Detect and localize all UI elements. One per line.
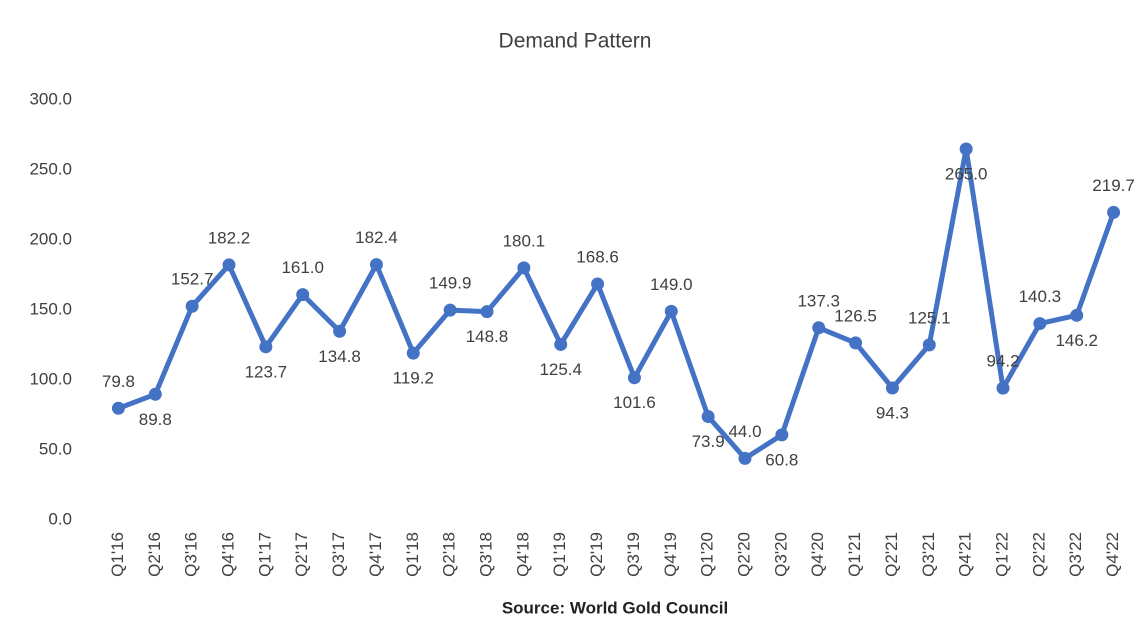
data-point (296, 288, 310, 302)
x-tick-label: Q3'22 (1066, 532, 1085, 577)
data-label: 265.0 (945, 164, 988, 183)
x-tick-label: Q4'20 (808, 532, 827, 577)
data-label: 152.7 (171, 270, 214, 289)
data-point (259, 340, 273, 354)
x-tick-label: Q1'19 (550, 532, 569, 577)
y-tick-label: 50.0 (39, 439, 72, 458)
data-label: 73.9 (692, 432, 725, 451)
x-tick-label: Q1'16 (108, 532, 127, 577)
data-label: 44.0 (728, 422, 761, 441)
data-point (812, 321, 826, 335)
data-point (554, 337, 568, 351)
data-label: 79.8 (102, 372, 135, 391)
data-label: 140.3 (1019, 287, 1062, 306)
x-tick-label: Q3'21 (919, 532, 938, 577)
data-label: 161.0 (281, 258, 324, 277)
x-tick-label: Q4'18 (513, 532, 532, 577)
data-label: 137.3 (797, 291, 840, 310)
x-tick-label: Q3'19 (624, 532, 643, 577)
data-label: 182.2 (208, 228, 251, 247)
data-label: 168.6 (576, 247, 619, 266)
data-point (517, 261, 531, 275)
data-label: 89.8 (139, 410, 172, 429)
data-label: 123.7 (245, 362, 288, 381)
x-tick-label: Q3'20 (771, 532, 790, 577)
x-tick-label: Q1'22 (992, 532, 1011, 577)
y-tick-label: 250.0 (29, 159, 72, 178)
data-label: 219.7 (1092, 176, 1135, 195)
data-point (480, 305, 494, 319)
x-tick-label: Q2'18 (440, 532, 459, 577)
data-label: 148.8 (466, 327, 509, 346)
data-label: 182.4 (355, 228, 398, 247)
data-label: 134.8 (318, 347, 361, 366)
x-tick-label: Q4'16 (218, 532, 237, 577)
y-tick-label: 0.0 (48, 509, 72, 528)
chart-title: Demand Pattern (499, 30, 652, 53)
data-line (117, 146, 1116, 461)
data-point (701, 410, 715, 424)
x-tick-label: Q1'20 (698, 532, 717, 577)
x-tick-label: Q1'17 (255, 532, 274, 577)
data-point (369, 258, 383, 272)
data-label: 180.1 (503, 231, 546, 250)
data-point (996, 381, 1010, 395)
data-label: 149.9 (429, 274, 472, 293)
data-point (849, 336, 863, 350)
data-point (664, 304, 678, 318)
data-point (775, 428, 789, 442)
x-tick-label: Q3'18 (476, 532, 495, 577)
x-tick-label: Q4'17 (366, 532, 385, 577)
y-tick-label: 300.0 (29, 89, 72, 108)
data-point (111, 401, 125, 415)
data-label: 119.2 (393, 369, 434, 388)
data-point (443, 303, 457, 317)
x-tick-label: Q4'22 (1103, 532, 1122, 577)
x-tick-label: Q1'18 (403, 532, 422, 577)
data-point (1107, 205, 1121, 219)
x-tick-label: Q4'21 (956, 532, 975, 577)
data-label: 101.6 (613, 393, 656, 412)
data-point (959, 142, 973, 156)
y-tick-label: 100.0 (29, 369, 72, 388)
x-tick-label: Q2'21 (882, 532, 901, 577)
data-label: 146.2 (1055, 331, 1098, 350)
x-tick-label: Q2'16 (145, 532, 164, 577)
data-label: 125.4 (539, 360, 582, 379)
data-label: 94.3 (876, 403, 909, 422)
data-point (185, 299, 199, 313)
x-tick-label: Q3'17 (329, 532, 348, 577)
data-label: 126.5 (834, 306, 877, 325)
x-tick-label: Q2'20 (734, 532, 753, 577)
data-point (1033, 317, 1047, 331)
data-label: 149.0 (650, 275, 693, 294)
x-tick-label: Q2'17 (292, 532, 311, 577)
y-tick-label: 200.0 (29, 229, 72, 248)
data-point (738, 451, 752, 465)
data-point (1070, 308, 1084, 322)
data-point (627, 371, 641, 385)
x-tick-label: Q3'16 (182, 532, 201, 577)
data-point (922, 338, 936, 352)
data-label: 125.1 (908, 308, 951, 327)
data-point (591, 277, 605, 291)
data-point (222, 258, 236, 272)
x-tick-label: Q4'19 (661, 532, 680, 577)
data-point (406, 346, 420, 360)
y-tick-label: 150.0 (29, 299, 72, 318)
data-point (148, 387, 162, 401)
data-label: 94.2 (986, 352, 1019, 371)
x-tick-label: Q1'21 (845, 532, 864, 577)
source-note: Source: World Gold Council (502, 598, 728, 617)
data-label: 60.8 (765, 450, 798, 469)
data-point (333, 324, 347, 338)
x-tick-label: Q2'22 (1029, 532, 1048, 577)
x-tick-label: Q2'19 (587, 532, 606, 577)
data-point (885, 381, 899, 395)
